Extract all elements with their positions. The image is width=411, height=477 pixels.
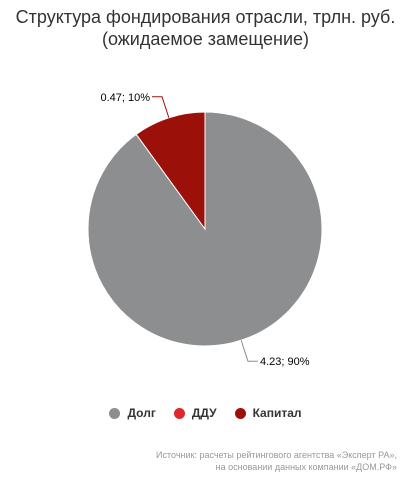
legend-swatch-dolg [109, 407, 121, 419]
data-label-dolg: 4.23; 90% [260, 356, 310, 368]
chart-title: Структура фондирования отрасли, трлн. ру… [0, 6, 411, 50]
legend: Долг ДДУ Капитал [0, 406, 411, 420]
chart-title-line-2: (ожидаемое замещение) [101, 29, 310, 49]
credits: Источник: расчеты рейтингового агентства… [156, 449, 397, 473]
pie-chart: 4.23; 90% 0.47; 10% [87, 92, 323, 368]
pie-slice-kapital[interactable] [135, 111, 206, 231]
legend-item-kapital[interactable]: Капитал [234, 406, 302, 420]
legend-label-kapital: Капитал [252, 406, 302, 420]
legend-item-dolg[interactable]: Долг [109, 406, 156, 420]
data-label-connector-kapital [152, 96, 170, 118]
legend-swatch-ddu [173, 407, 185, 419]
legend-item-ddu[interactable]: ДДУ [173, 406, 217, 420]
credits-line-1: Источник: расчеты рейтингового агентства… [156, 450, 397, 460]
chart-title-line-1: Структура фондирования отрасли, трлн. ру… [15, 7, 396, 27]
credits-line-2: на основании данных компании «ДОМ.РФ» [215, 462, 397, 472]
legend-label-ddu: ДДУ [191, 406, 217, 420]
legend-label-dolg: Долг [127, 406, 156, 420]
data-label-kapital: 0.47; 10% [100, 92, 150, 104]
legend-swatch-kapital [234, 407, 246, 419]
data-label-connector-dolg [240, 340, 258, 362]
